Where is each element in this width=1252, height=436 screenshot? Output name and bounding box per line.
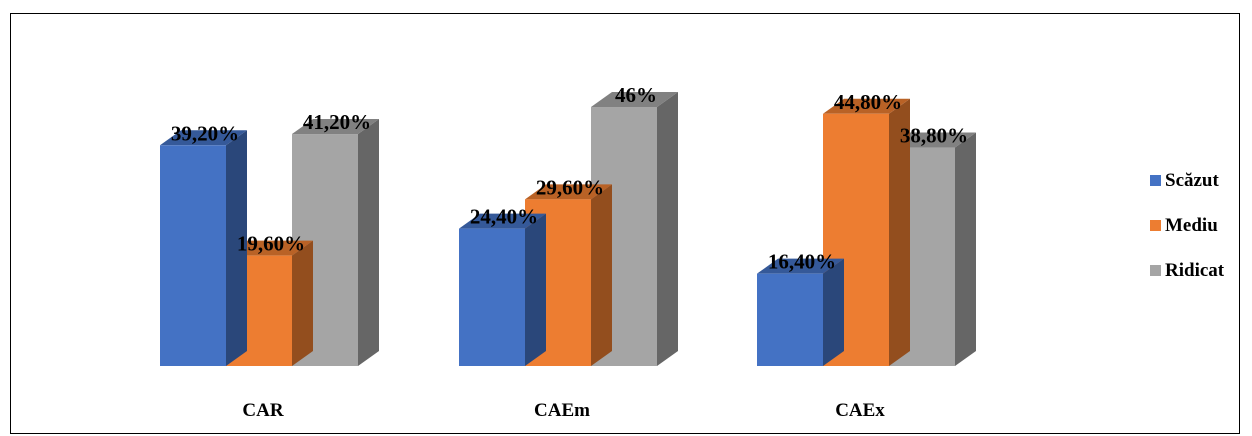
category-labels-layer: CAR CAEm CAEx [242, 400, 885, 421]
bar-caex-scăzut [757, 258, 844, 366]
bar-top-face [889, 132, 976, 148]
bar-front-face [160, 145, 226, 366]
legend-label: Mediu [1165, 215, 1218, 236]
bar-side-face [657, 92, 678, 367]
data-label-caem-scăzut: 24,40% [470, 205, 538, 229]
bar-side-face [955, 132, 976, 366]
legend-label: Ridicat [1165, 260, 1225, 281]
bar-side-face [591, 184, 612, 366]
bar-top-face [292, 119, 379, 135]
bar-side-face [823, 258, 844, 366]
bar-side-face [358, 119, 379, 366]
legend-swatch [1150, 220, 1161, 231]
data-label-car-scăzut: 39,20% [171, 121, 239, 145]
category-label-car: CAR [242, 400, 283, 421]
legend-swatch [1150, 265, 1161, 276]
bar-caem-scăzut [459, 213, 546, 366]
bar-side-face [292, 240, 313, 366]
legend-item-ridicat: Ridicat [1150, 260, 1225, 281]
bars-layer [160, 92, 976, 367]
legend: Scăzut Mediu Ridicat [1150, 170, 1225, 281]
bar-side-face [525, 213, 546, 366]
bar-front-face [459, 228, 525, 366]
bar-top-face [459, 213, 546, 229]
bar-top-face [757, 258, 844, 274]
legend-item-scăzut: Scăzut [1150, 170, 1220, 191]
legend-swatch [1150, 175, 1161, 186]
bar-side-face [889, 98, 910, 366]
data-label-caex-ridicat: 38,80% [900, 124, 968, 148]
data-label-car-mediu: 19,60% [237, 232, 305, 256]
bar-top-face [591, 92, 678, 108]
category-label-caex: CAEx [835, 400, 885, 421]
data-label-caem-ridicat: 46% [615, 83, 657, 107]
bar-front-face [757, 273, 823, 366]
bar-top-face [226, 240, 313, 256]
data-label-car-ridicat: 41,20% [303, 110, 371, 134]
bar-top-face [823, 98, 910, 114]
legend-item-mediu: Mediu [1150, 215, 1218, 236]
legend-label: Scăzut [1165, 170, 1220, 191]
bar-side-face [226, 130, 247, 366]
data-labels-layer: 39,20% 19,60% 41,20% 24,40% 29,60% 46% 16,40% 4… [171, 83, 968, 274]
bar-top-face [525, 184, 612, 200]
category-label-caem: CAEm [534, 400, 590, 421]
bar-top-face [160, 130, 247, 146]
data-label-caem-mediu: 29,60% [536, 175, 604, 199]
data-label-caex-scăzut: 16,40% [768, 250, 836, 274]
data-label-caex-mediu: 44,80% [834, 90, 902, 114]
bar-car-scăzut [160, 130, 247, 366]
